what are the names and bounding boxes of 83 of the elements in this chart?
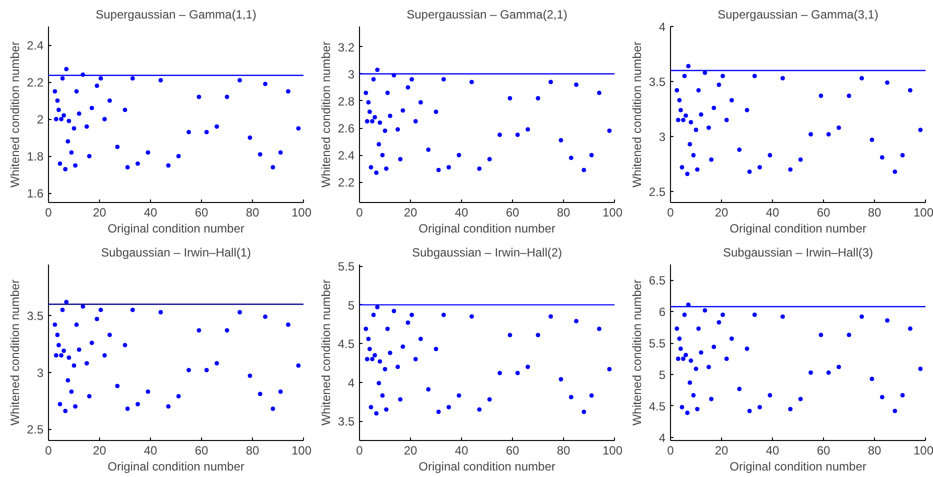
x-tick-label: 0 (45, 444, 52, 458)
x-tick-label: 60 (816, 444, 830, 458)
y-tick-label: 2.5 (648, 185, 666, 199)
x-tick-label: 80 (868, 444, 882, 458)
y-tick-label: 3.5 (338, 414, 355, 429)
y-tick-label: 2.4 (26, 38, 44, 53)
x-tick-label: 60 (816, 206, 830, 220)
y-tick-label: 2.8 (338, 94, 355, 108)
x-tick-label: 40 (454, 444, 468, 458)
chart-title: Supergaussian – Gamma(1,1) (96, 8, 256, 22)
y-tick-label: 5 (658, 368, 666, 382)
x-tick-label: 80 (246, 206, 260, 220)
x-tick-label: 60 (506, 444, 520, 458)
x-tick-label: 60 (506, 206, 520, 220)
y-tick-label: 3 (348, 67, 355, 82)
x-tick-label: 0 (45, 206, 52, 220)
y-tick-label: 4 (348, 376, 355, 390)
y-tick-label: 2.2 (26, 76, 44, 90)
x-tick-label: 100 (913, 206, 933, 220)
x-tick-label: 20 (714, 444, 728, 458)
x-tick-label: 40 (766, 444, 780, 458)
chart-title: Subgaussian – Irwin–Hall(3) (722, 246, 874, 260)
x-tick-label: 80 (246, 444, 260, 458)
y-tick-label: 3 (658, 130, 666, 144)
y-tick-label: 4 (658, 20, 666, 34)
y-tick-label: 2.5 (26, 422, 44, 437)
x-tick-label: 20 (404, 444, 418, 458)
y-axis-title: Whitened condition number (8, 41, 22, 188)
y-axis-title: Whitened condition number (630, 41, 644, 188)
chart-title: Supergaussian – Gamma(2,1) (406, 8, 568, 22)
y-axis-title: Whitened condition number (630, 279, 644, 426)
y-tick-label: 4.5 (338, 337, 355, 352)
y-tick-label: 6.5 (648, 274, 666, 288)
x-tick-label: 60 (194, 444, 208, 458)
y-tick-label: 3.5 (648, 75, 666, 89)
x-tick-label: 100 (602, 444, 623, 458)
x-tick-label: 100 (291, 206, 312, 220)
x-axis-title: Original condition number (418, 460, 556, 474)
y-axis-title: Whitened condition number (318, 41, 333, 188)
x-tick-label: 20 (714, 206, 728, 220)
x-tick-label: 100 (602, 206, 623, 220)
chart-title: Subgaussian – Irwin–Hall(1) (100, 246, 252, 260)
x-tick-label: 80 (868, 206, 882, 220)
y-tick-label: 2 (36, 112, 44, 127)
x-tick-label: 0 (356, 444, 364, 458)
y-tick-label: 4.5 (648, 399, 666, 414)
y-tick-label: 5.5 (338, 260, 355, 274)
x-tick-label: 40 (454, 206, 468, 220)
x-axis-title: Original condition number (418, 222, 556, 236)
y-tick-label: 1.8 (26, 150, 44, 164)
x-tick-label: 40 (766, 206, 780, 220)
x-tick-label: 80 (556, 206, 570, 220)
y-axis-title: Whitened condition number (8, 279, 22, 426)
y-tick-label: 4 (658, 430, 666, 445)
x-tick-label: 0 (667, 206, 674, 220)
x-tick-label: 0 (356, 206, 364, 220)
y-tick-label: 3 (36, 366, 44, 380)
y-axis-title: Whitened condition number (318, 279, 333, 426)
x-tick-label: 0 (667, 444, 674, 458)
x-axis-title: Original condition number (730, 460, 866, 474)
x-tick-label: 100 (913, 444, 933, 458)
x-tick-label: 60 (194, 206, 208, 220)
y-tick-label: 5.5 (648, 336, 666, 351)
y-tick-label: 3.5 (26, 309, 44, 324)
y-tick-label: 2.4 (338, 148, 355, 163)
x-tick-label: 20 (404, 206, 418, 220)
y-tick-label: 3.2 (338, 40, 355, 54)
x-tick-label: 20 (92, 444, 106, 458)
y-tick-label: 6 (658, 305, 666, 320)
x-tick-label: 20 (92, 206, 106, 220)
y-tick-label: 5 (348, 298, 355, 312)
x-axis-title: Original condition number (108, 222, 244, 236)
y-tick-label: 2.2 (338, 176, 355, 190)
y-tick-label: 2.6 (338, 122, 355, 136)
chart-title: Subgaussian – Irwin–Hall(2) (412, 246, 562, 260)
x-axis-title: Original condition number (730, 222, 866, 236)
x-tick-label: 40 (144, 206, 158, 220)
chart-title: Supergaussian – Gamma(3,1) (718, 8, 878, 22)
x-axis-title: Original condition number (108, 460, 244, 474)
y-tick-label: 1.6 (26, 186, 44, 201)
x-tick-label: 40 (144, 444, 158, 458)
x-tick-label: 100 (291, 444, 312, 458)
x-tick-label: 80 (556, 444, 570, 458)
